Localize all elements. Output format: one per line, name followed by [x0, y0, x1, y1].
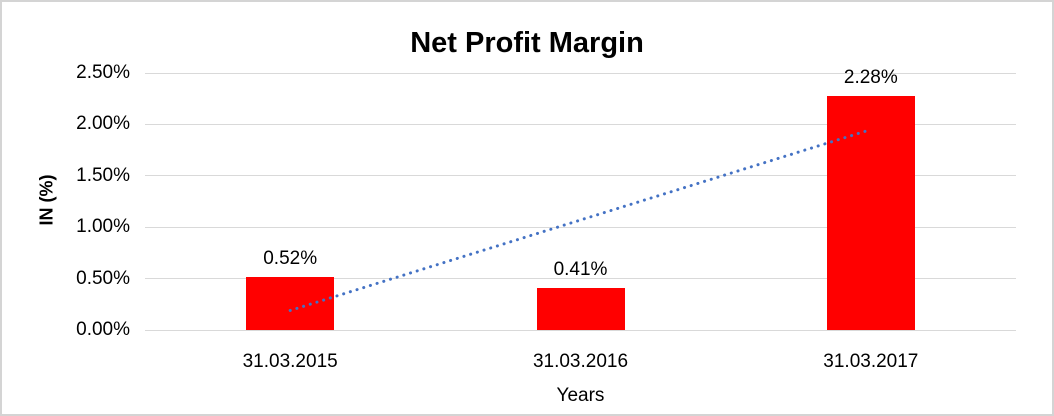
- bar-value-label: 2.28%: [843, 66, 898, 88]
- y-gridline: [145, 329, 1016, 331]
- x-category-label: 31.03.2017: [823, 351, 919, 372]
- bar-value-label: 0.52%: [263, 247, 318, 269]
- y-gridline: [145, 72, 1016, 74]
- x-category-label: 31.03.2015: [242, 351, 338, 372]
- y-tick-label: 1.00%: [76, 216, 130, 238]
- x-axis-title: Years: [556, 385, 605, 406]
- bar-value-label: 0.41%: [553, 258, 608, 280]
- y-tick-label: 0.50%: [76, 267, 130, 289]
- y-gridline: [145, 226, 1016, 228]
- y-tick-label: 2.50%: [76, 62, 130, 83]
- y-gridline: [145, 175, 1016, 177]
- bar-31.03.2015[interactable]: [246, 276, 335, 330]
- y-tick-label: 1.50%: [76, 164, 130, 186]
- y-tick-label: 2.00%: [76, 113, 130, 135]
- y-gridline: [145, 123, 1016, 125]
- bar-31.03.2016[interactable]: [536, 287, 625, 330]
- chart-title: Net Profit Margin: [410, 27, 644, 59]
- x-category-label: 31.03.2016: [532, 351, 629, 372]
- bar-31.03.2017[interactable]: [826, 95, 915, 330]
- y-tick-label: 0.00%: [76, 319, 130, 340]
- y-gridline: [145, 278, 1016, 280]
- trendline[interactable]: [288, 128, 873, 312]
